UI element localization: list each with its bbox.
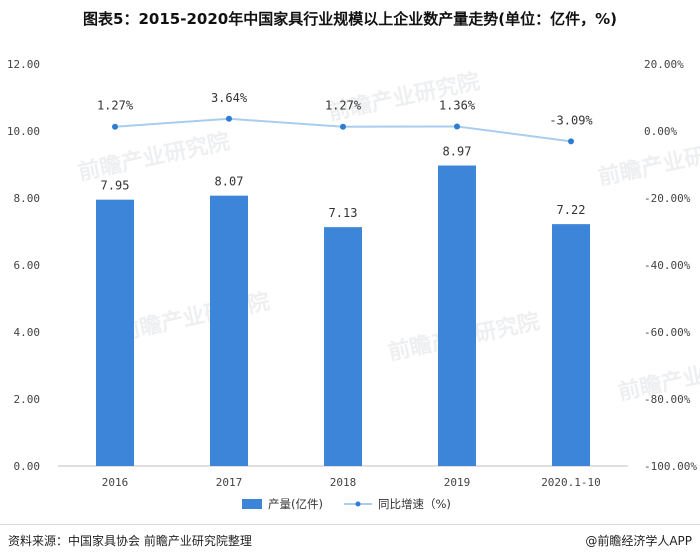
growth-point [568, 138, 574, 145]
y-left-tick-label: 8.00 [14, 192, 41, 205]
watermark-text: 前瞻产业研究院 [76, 128, 232, 185]
watermark-text: 前瞻产业研究院 [326, 68, 482, 125]
growth-value-label: 3.64% [211, 91, 248, 105]
legend: 产量(亿件) 同比增速（%) [242, 497, 451, 511]
y-right-tick-label: 0.00% [644, 125, 677, 138]
growth-value-label: 1.36% [439, 98, 476, 112]
bar [324, 227, 362, 466]
y-left-tick-label: 2.00 [14, 393, 41, 406]
credit-note: @前瞻经济学人APP [585, 534, 692, 548]
y-right-tick-label: -100.00% [644, 460, 697, 473]
growth-point [454, 123, 460, 130]
chart-svg: 前瞻产业研究院前瞻产业研究院前瞻产业研究院前瞻产业研究院前瞻产业研究院前瞻产业研… [7, 58, 700, 511]
y-left-tick-label: 12.00 [7, 58, 40, 71]
axes-layer: 0.00 2.00 4.00 6.00 8.00 10.00 12.00 -100.00% -8… [7, 58, 697, 489]
legend-bar-swatch [242, 499, 262, 509]
y-left-tick-label: 0.00 [14, 460, 41, 473]
bars-layer: 7.95 8.07 7.13 8.97 7.22 [96, 145, 590, 467]
bar [210, 195, 248, 466]
legend-line-label: 同比增速（%) [378, 497, 451, 511]
bar [438, 165, 476, 466]
bar-value-label: 7.22 [557, 203, 586, 217]
watermark-text: 前瞻产业研究院 [596, 133, 700, 190]
y-right-tick-label: -60.00% [644, 326, 691, 339]
bar-value-label: 8.07 [215, 175, 244, 189]
x-tick-label: 2019 [444, 476, 471, 489]
chart-title: 图表5：2015-2020年中国家具行业规模以上企业数产量走势(单位：亿件，%) [83, 10, 617, 28]
legend-line-marker [355, 501, 361, 507]
footer: 资料来源：中国家具协会 前瞻产业研究院整理 @前瞻经济学人APP [0, 524, 700, 555]
bar-value-label: 7.95 [101, 179, 130, 193]
growth-point [112, 123, 118, 130]
y-left-tick-label: 10.00 [7, 125, 40, 138]
growth-point [340, 123, 346, 130]
line-layer: 1.27% 3.64% 1.27% 1.36% -3.09% [97, 91, 593, 145]
growth-value-label: 1.27% [97, 99, 134, 113]
growth-point [226, 115, 232, 122]
x-tick-label: 2016 [102, 476, 129, 489]
x-tick-label: 2020.1-10 [541, 476, 601, 489]
y-right-tick-label: -20.00% [644, 192, 691, 205]
y-right-tick-label: 20.00% [644, 58, 684, 71]
bar-value-label: 7.13 [329, 206, 358, 220]
x-tick-label: 2017 [216, 476, 243, 489]
y-left-tick-label: 6.00 [14, 259, 41, 272]
legend-bar-label: 产量(亿件) [268, 497, 323, 511]
y-right-tick-label: -40.00% [644, 259, 691, 272]
growth-value-label: 1.27% [325, 99, 362, 113]
watermark-text: 前瞻产业研究院 [116, 288, 272, 345]
bar [96, 199, 134, 467]
source-note: 资料来源：中国家具协会 前瞻产业研究院整理 [8, 534, 252, 548]
y-left-tick-label: 4.00 [14, 326, 41, 339]
growth-value-label: -3.09% [549, 113, 593, 127]
watermark-layer: 前瞻产业研究院前瞻产业研究院前瞻产业研究院前瞻产业研究院前瞻产业研究院前瞻产业研… [76, 68, 700, 405]
y-right-tick-label: -80.00% [644, 393, 691, 406]
x-tick-label: 2018 [330, 476, 357, 489]
bar-value-label: 8.97 [443, 145, 472, 159]
bar [552, 224, 590, 466]
